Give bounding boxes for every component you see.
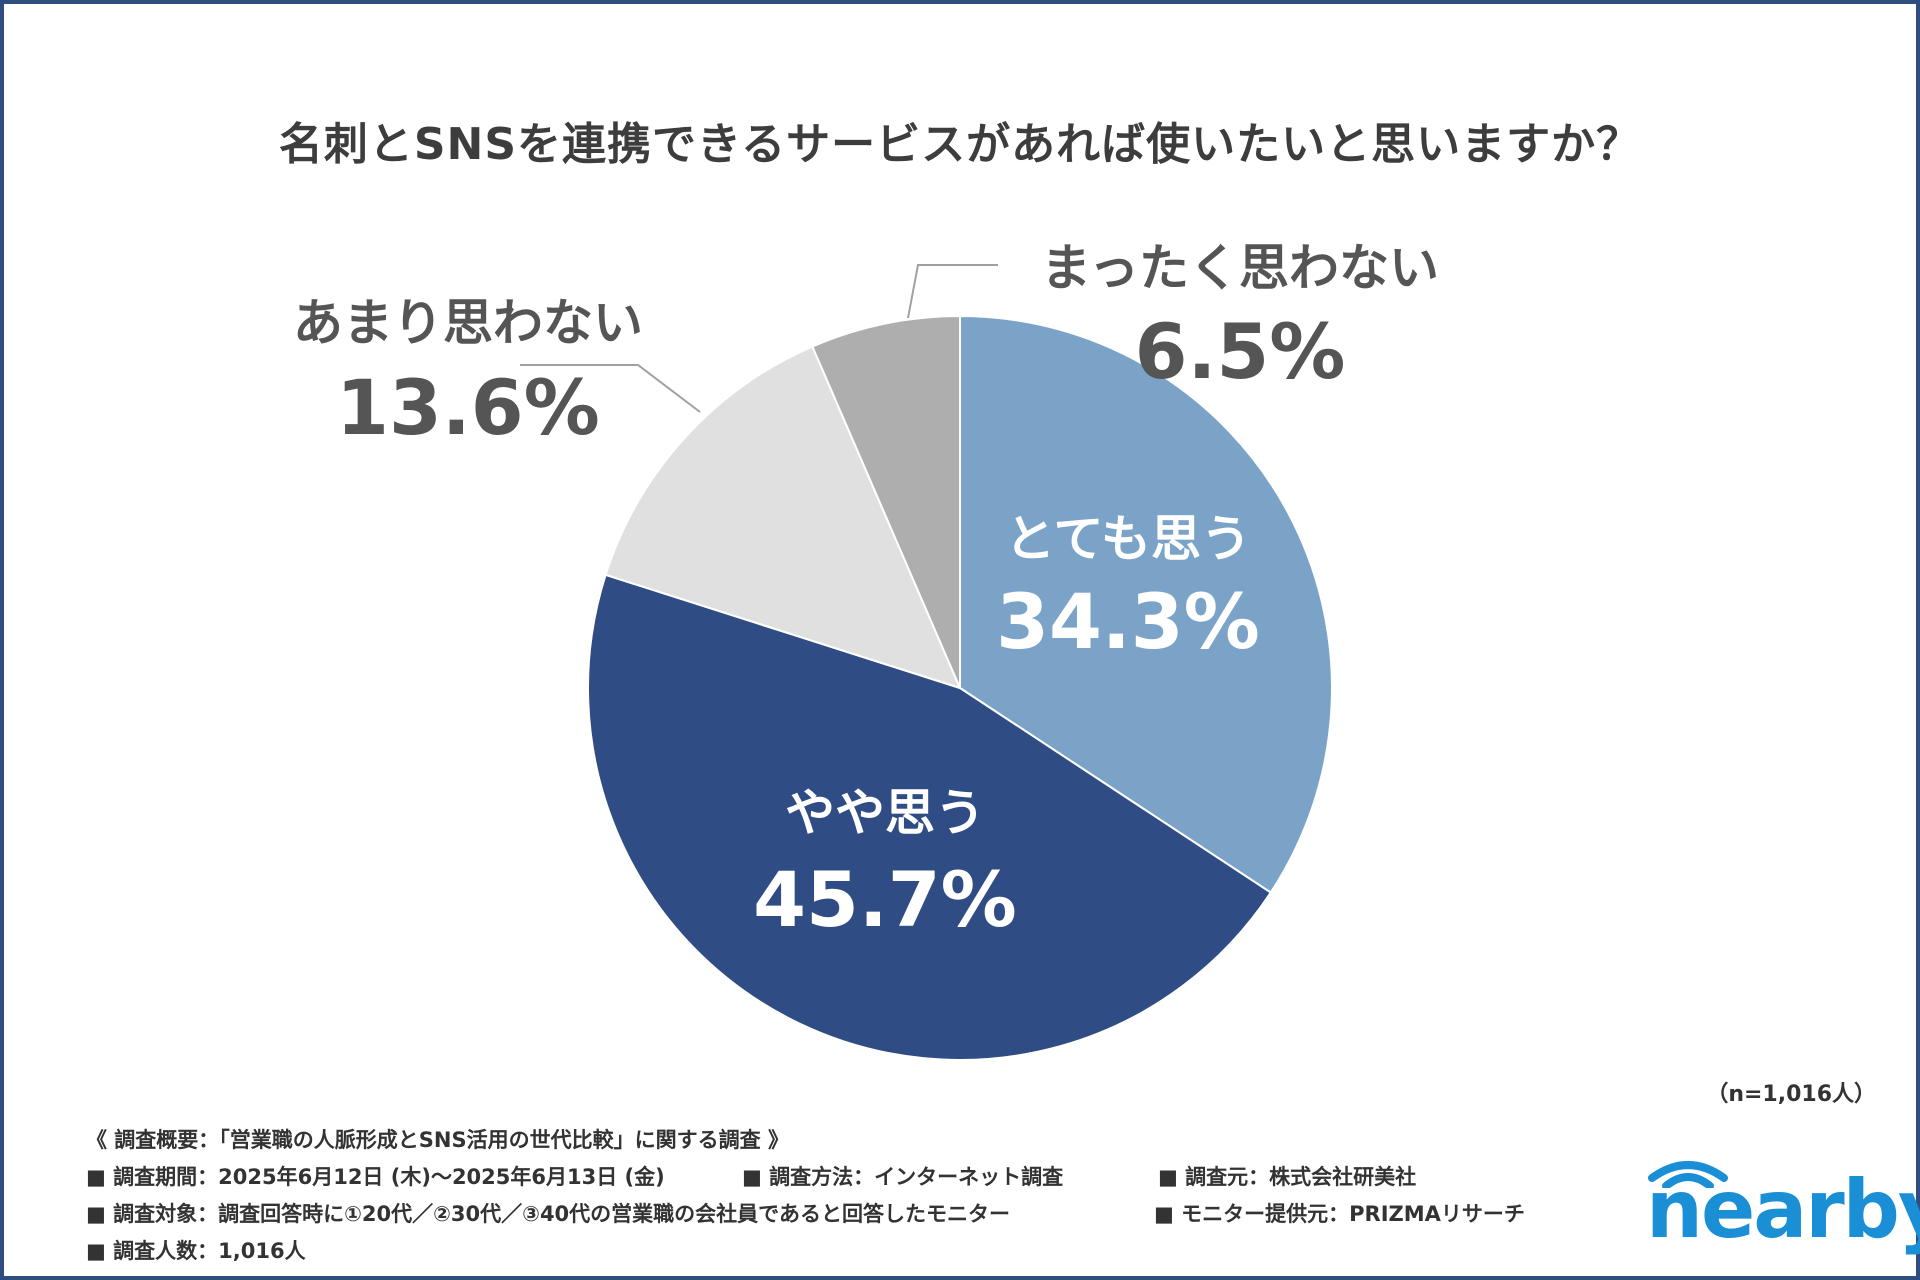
slice-label-not-much: あまり思わない [293, 294, 643, 352]
slice-label-somewhat: やや思う [785, 784, 985, 842]
survey-target: ■ 調査対象：調査回答時に①20代／②30代／③40代の営業職の会社員であると回… [86, 1202, 1010, 1226]
pie-slice-not-much [604, 345, 962, 690]
survey-period: ■ 調査期間：2025年6月12日 (木)～2025年6月13日 (金) [86, 1165, 665, 1189]
slice-value-not-at-all: 6.5% [1135, 307, 1346, 396]
pie-slice-not-at-all [811, 314, 961, 689]
wifi-waves-icon [1648, 1161, 1728, 1188]
survey-provider: ■ モニター提供元：PRIZMAリサーチ [1154, 1202, 1525, 1226]
leader-line-not-much [520, 364, 701, 413]
survey-method: ■ 調査方法：インターネット調査 [742, 1165, 1064, 1189]
slice-value-very-much: 34.3% [996, 577, 1260, 666]
logo-text: nearby [1646, 1163, 1920, 1256]
survey-summary: 《 調査概要：「営業職の人脈形成とSNS活用の世代比較」に関する調査 》 [86, 1128, 789, 1152]
slice-value-somewhat: 45.7% [753, 855, 1017, 944]
sample-size-label: （n=1,016人） [1706, 1082, 1876, 1107]
leader-line-not-at-all [907, 264, 998, 319]
slice-value-not-much: 13.6% [336, 363, 600, 452]
pie-slice-somewhat [587, 573, 1273, 1062]
slice-label-very-much: とても思う [1005, 510, 1251, 568]
chart-title: 名刺とSNSを連携できるサービスがあれば使いたいと思いますか？ [278, 119, 1642, 170]
nearby-logo: nearby [1640, 1148, 1920, 1258]
survey-source: ■ 調査元：株式会社研美社 [1158, 1165, 1417, 1189]
survey-count: ■ 調査人数：1,016人 [86, 1239, 306, 1263]
slice-label-not-at-all: まったく思わない [1041, 239, 1439, 297]
